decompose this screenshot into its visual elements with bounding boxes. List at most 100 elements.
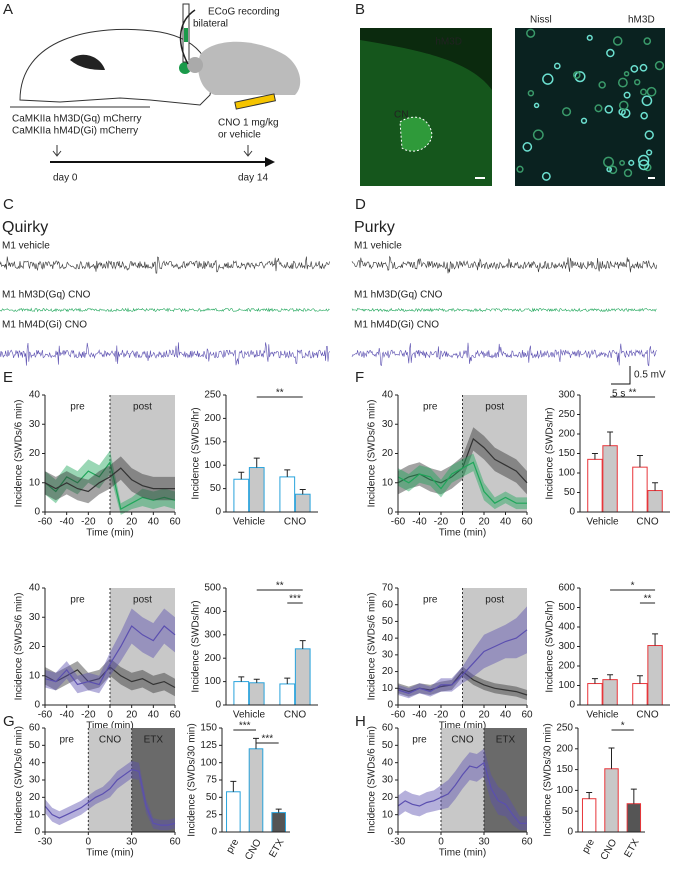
panel-letter: G — [3, 713, 15, 730]
x-axis-label: Time (min) — [439, 848, 486, 859]
phase-label: pre — [412, 735, 427, 746]
x-axis-label: Time (min) — [86, 848, 133, 859]
error-bar — [230, 780, 237, 792]
cells — [516, 28, 665, 181]
y-tick-label: 500 — [558, 602, 575, 613]
cell — [639, 63, 648, 72]
label: bilateral — [193, 19, 228, 30]
x-tick-label: CNO — [636, 517, 658, 528]
y-tick-label: 20 — [382, 448, 394, 459]
error-band — [45, 608, 175, 694]
mean-line — [397, 761, 527, 824]
phase-label: post — [485, 402, 504, 413]
significance-label: *** — [289, 594, 301, 605]
error-bar — [253, 457, 260, 468]
error-bar — [591, 678, 598, 684]
x-tick-label: -20 — [434, 517, 449, 528]
label: CN — [394, 110, 408, 121]
y-tick-label: 0 — [215, 507, 221, 518]
y-tick-label: 20 — [29, 448, 41, 459]
x-tick-label: CNO — [284, 517, 306, 528]
trace-title: Purky — [354, 219, 395, 236]
cell — [654, 60, 665, 71]
label: CaMKIIa hM3D(Gq) mCherry — [12, 114, 141, 125]
bar — [248, 748, 264, 833]
phase-label: post — [485, 595, 504, 606]
y-tick-label: 100 — [204, 676, 221, 687]
y-tick-label: 250 — [558, 409, 575, 420]
x-tick-label: 40 — [500, 517, 512, 528]
y-tick-label: 150 — [200, 723, 217, 734]
x-tick-label: 60 — [169, 517, 181, 528]
y-axis-label: Incidence (SWDs/6 min) — [367, 593, 378, 701]
eeg-trace — [351, 342, 658, 367]
image-right — [515, 28, 665, 186]
y-tick-label: 50 — [210, 483, 222, 494]
label: hM3D — [628, 15, 655, 26]
y-tick-label: 600 — [558, 583, 575, 594]
cell — [641, 95, 653, 107]
cno-syringe — [234, 93, 276, 110]
y-tick-label: 50 — [206, 792, 218, 803]
x-tick-label: pre — [224, 837, 241, 855]
y-tick-label: 300 — [204, 629, 221, 640]
bar — [587, 458, 603, 513]
x-tick-label: 60 — [169, 710, 181, 721]
phase-label: post — [133, 402, 152, 413]
phase-label: pre — [59, 735, 74, 746]
significance-label: ** — [276, 581, 284, 592]
cell — [640, 111, 648, 120]
significance-label: * — [631, 581, 635, 592]
y-tick-label: 200 — [558, 429, 575, 440]
y-tick-label: 50 — [382, 616, 394, 627]
panel-letter: D — [355, 196, 366, 213]
bar — [248, 467, 265, 513]
error-bar — [299, 489, 306, 495]
error-bar — [591, 453, 598, 460]
x-tick-label: Vehicle — [586, 710, 619, 721]
y-tick-label: 0 — [211, 827, 217, 838]
error-bar — [253, 678, 260, 683]
y-tick-label: 200 — [204, 413, 221, 424]
x-tick-label: -60 — [391, 517, 406, 528]
x-tick-label: CNO — [636, 710, 658, 721]
phase-label: post — [133, 595, 152, 606]
error-bar — [299, 640, 306, 649]
phase-shade — [131, 728, 175, 832]
y-tick-label: 40 — [29, 390, 41, 401]
phase-label: pre — [70, 402, 85, 413]
eeg-trace — [0, 307, 330, 313]
x-tick-label: 0 — [460, 710, 466, 721]
y-tick-label: 150 — [556, 764, 573, 775]
y-tick-label: 200 — [556, 743, 573, 754]
y-tick-label: 30 — [29, 612, 41, 623]
mean-line — [397, 629, 528, 694]
day14-arrow — [243, 145, 253, 157]
x-tick-label: Vehicle — [586, 517, 619, 528]
y-tick-label: 20 — [382, 792, 394, 803]
cell — [516, 165, 524, 173]
x-tick-label: -30 — [38, 837, 53, 848]
trace-label: M1 hM4D(Gi) CNO — [354, 320, 439, 331]
cell — [542, 73, 554, 85]
error-bar — [238, 676, 245, 682]
cell — [553, 62, 561, 70]
brain-region — [70, 54, 105, 70]
x-tick-label: 60 — [521, 837, 533, 848]
y-tick-label: 20 — [29, 641, 41, 652]
panel-letter: B — [355, 1, 365, 18]
syringe-fill — [184, 28, 188, 42]
phase-label: ETX — [496, 735, 516, 746]
x-tick-label: 60 — [169, 837, 181, 848]
x-axis-label: Time (min) — [439, 721, 486, 732]
cell — [598, 81, 606, 89]
bar — [294, 493, 311, 513]
x-tick-label: -30 — [391, 837, 406, 848]
cell — [606, 48, 615, 58]
y-tick-label: 400 — [204, 606, 221, 617]
significance-label: ** — [276, 388, 284, 399]
y-tick-label: 60 — [382, 599, 394, 610]
cell — [608, 165, 618, 175]
day0-arrow — [52, 145, 62, 157]
mouse-head — [187, 57, 203, 73]
